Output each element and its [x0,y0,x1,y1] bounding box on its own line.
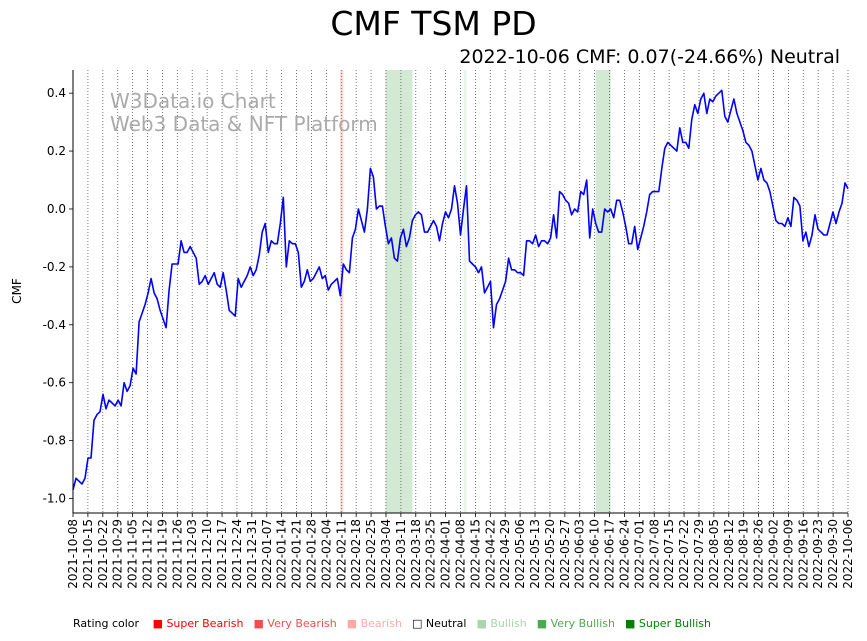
x-tick-label: 2022-09-30 [826,519,840,589]
x-tick-label: 2021-12-24 [230,519,244,589]
y-tick-label: -0.2 [43,260,66,274]
x-tick-label: 2022-08-26 [752,519,766,589]
x-tick-label: 2022-04-08 [454,519,468,589]
x-tick-label: 2022-07-01 [632,519,646,589]
x-tick-label: 2022-02-04 [319,519,333,589]
vertical-gridlines [72,70,849,513]
x-tick-label: 2022-04-15 [468,519,482,589]
x-tick-label: 2022-04-01 [439,519,453,589]
x-tick-label: 2021-12-03 [185,519,199,589]
x-tick-label: 2021-12-10 [200,519,214,589]
x-tick-label: 2022-07-08 [647,519,661,589]
x-tick-label: 2022-07-15 [662,519,676,589]
x-tick-label: 2022-08-12 [722,519,736,589]
x-tick-label: 2022-09-23 [811,519,825,589]
legend-item: ■ Very Bearish [253,617,337,630]
x-tick-label: 2021-12-17 [215,519,229,589]
rating-region [463,70,467,513]
legend-item: ■ Super Bullish [624,617,711,630]
x-tick-label: 2022-03-04 [379,519,393,589]
x-tick-label: 2021-10-15 [81,519,95,589]
x-tick-label: 2022-09-09 [781,519,795,589]
x-tick-label: 2022-09-02 [766,519,780,589]
x-tick-label: 2022-01-14 [275,519,289,589]
x-tick-label: 2022-07-22 [677,519,691,589]
legend-label: Rating color [73,617,140,630]
y-axis-ticks: -1.0 -0.8 -0.6 -0.4 -0.2 0.0 0.2 0.4 [43,86,73,506]
x-tick-label: 2022-08-19 [737,519,751,589]
x-tick-label: 2021-10-29 [111,519,125,589]
x-tick-label: 2022-01-07 [260,519,274,589]
rating-legend: Rating color ■ Super Bearish ■ Very Beari… [73,617,719,630]
x-tick-label: 2022-06-17 [603,519,617,589]
x-tick-label: 2021-11-19 [155,519,169,589]
x-tick-label: 2021-11-26 [170,519,184,589]
series-layer [72,89,849,491]
y-tick-label: -0.8 [43,434,66,448]
chart-subtitle: 2022-10-06 CMF: 0.07(-24.66%) Neutral [459,46,840,68]
x-tick-label: 2022-07-29 [692,519,706,589]
legend-item: ■ Bearish [346,617,402,630]
x-tick-label: 2022-09-16 [796,519,810,589]
x-tick-label: 2021-10-08 [66,519,80,589]
y-tick-label: -0.6 [43,376,66,390]
x-tick-label: 2022-08-05 [707,519,721,589]
x-tick-label: 2022-03-25 [424,519,438,589]
rating-regions [340,70,611,513]
y-tick-label: -0.4 [43,318,66,332]
x-tick-label: 2022-06-24 [617,519,631,589]
x-tick-label: 2022-02-11 [334,519,348,589]
y-tick-label: 0.2 [47,144,66,158]
x-tick-label: 2022-03-18 [409,519,423,589]
x-tick-label: 2021-11-12 [141,519,155,589]
x-tick-label: 2022-03-11 [394,519,408,589]
cmf-line [72,89,849,491]
watermark-line1: W3Data.io Chart [110,89,276,113]
x-tick-label: 2021-12-31 [245,519,259,589]
x-tick-label: 2022-04-29 [498,519,512,589]
x-tick-label: 2022-05-20 [543,519,557,589]
x-tick-label: 2022-05-27 [558,519,572,589]
y-axis-label: CMF [10,278,24,304]
legend-item: ■ Bullish [476,617,527,630]
x-tick-label: 2022-05-06 [513,519,527,589]
rating-region [595,70,611,513]
watermark-line2: Web3 Data & NFT Platform [110,112,378,136]
legend-item: ■ Very Bullish [536,617,615,630]
y-tick-label: -1.0 [43,492,66,506]
y-tick-label: 0.4 [47,86,66,100]
x-tick-label: 2022-05-13 [528,519,542,589]
x-tick-label: 2022-06-10 [588,519,602,589]
x-tick-label: 2021-11-05 [126,519,140,589]
x-tick-label: 2022-01-28 [304,519,318,589]
y-tick-label: 0.0 [47,202,66,216]
x-tick-label: 2022-02-25 [364,519,378,589]
rating-region [340,70,344,513]
x-tick-label: 2022-04-22 [483,519,497,589]
legend-item: ■ Super Bearish [152,617,244,630]
x-tick-label: 2022-06-03 [573,519,587,589]
x-tick-label: 2022-01-21 [290,519,304,589]
x-axis-ticks: 2021-10-08 2021-10-15 2021-10-22 2021-10-29… [66,513,855,589]
x-tick-label: 2022-10-06 [841,519,855,589]
x-tick-label: 2021-10-22 [96,519,110,589]
rating-region [385,70,413,513]
x-tick-label: 2022-02-18 [349,519,363,589]
legend-item: □ Neutral [411,617,467,630]
chart-title: CMF TSM PD [330,4,537,43]
